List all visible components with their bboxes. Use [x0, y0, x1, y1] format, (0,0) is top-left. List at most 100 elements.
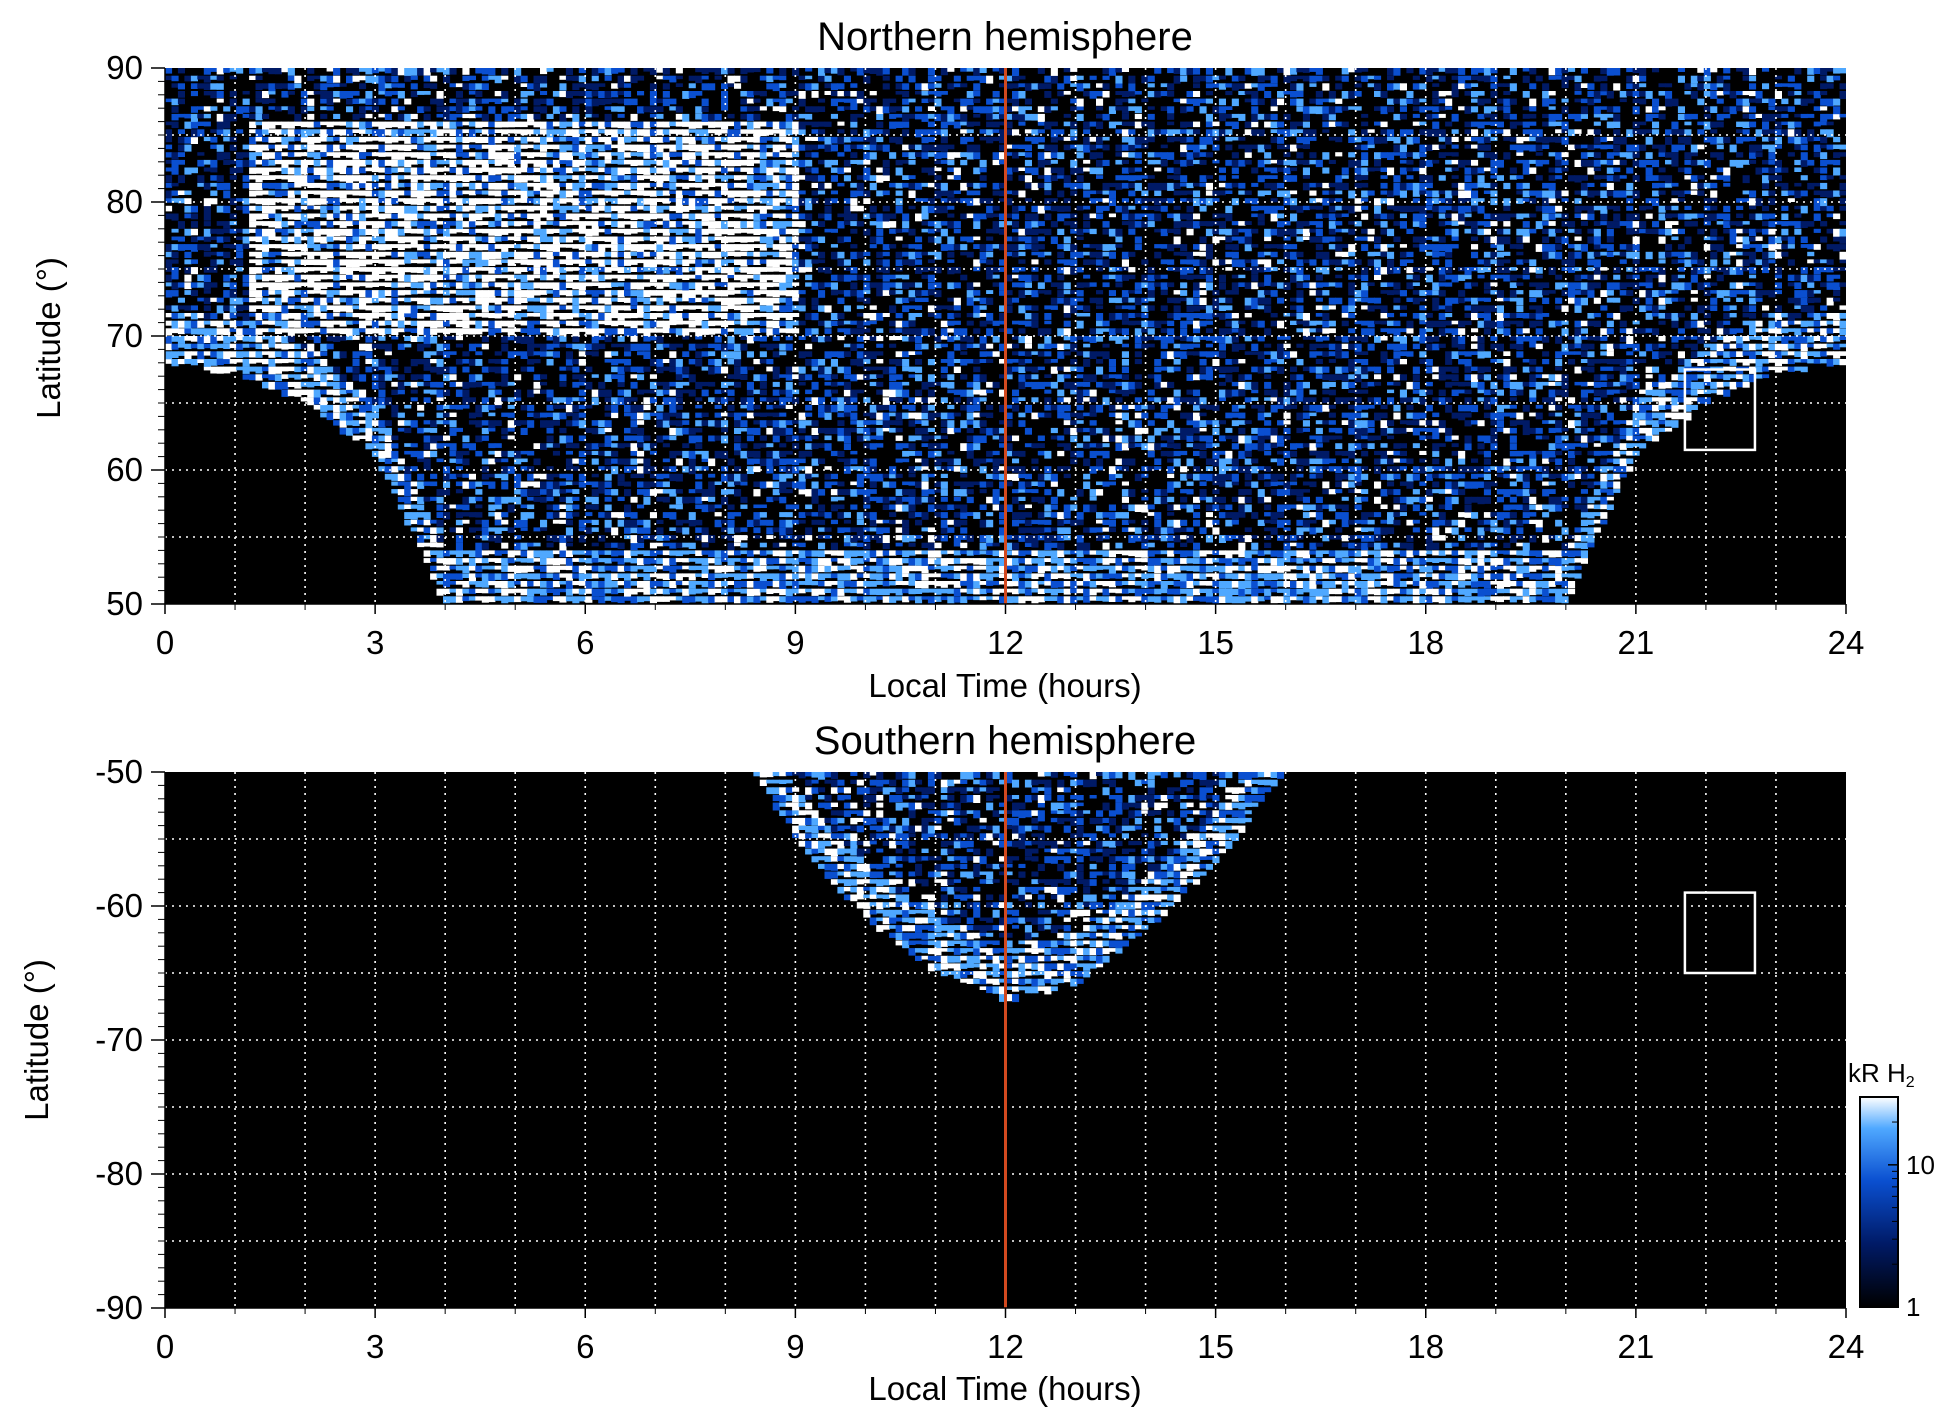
emission-cell: [533, 175, 541, 182]
emission-cell: [249, 129, 257, 134]
emission-cell: [249, 236, 257, 242]
emission-cell: [572, 221, 580, 225]
emission-cell: [721, 198, 729, 204]
emission-cell: [378, 359, 386, 367]
emission-cell: [488, 305, 496, 311]
emission-cell: [346, 221, 354, 227]
emission-cell: [552, 251, 560, 257]
emission-cell: [708, 397, 716, 402]
emission-cell: [494, 550, 502, 556]
emission-cell: [417, 290, 425, 294]
emission-cell: [249, 343, 257, 348]
emission-cell: [779, 550, 787, 557]
emission-cell: [604, 404, 612, 411]
emission-cell: [274, 221, 282, 229]
emission-cell: [507, 297, 515, 304]
emission-cell: [656, 535, 664, 541]
emission-cell: [734, 359, 742, 367]
emission-cell: [721, 297, 729, 305]
emission-cell: [165, 274, 173, 282]
emission-cell: [695, 481, 703, 490]
emission-cell: [320, 381, 328, 387]
emission-cell: [546, 213, 554, 221]
emission-cell: [585, 573, 593, 579]
emission-cell: [384, 435, 392, 442]
emission-cell: [669, 535, 677, 540]
emission-cell: [236, 167, 244, 173]
emission-cell: [313, 228, 321, 237]
emission-cell: [714, 205, 722, 212]
emission-cell: [501, 175, 509, 180]
emission-cell: [236, 236, 244, 241]
emission-cell: [404, 259, 412, 264]
emission-cell: [281, 205, 289, 212]
emission-cell: [488, 366, 496, 373]
emission-cell: [585, 381, 593, 390]
emission-cell: [591, 473, 599, 478]
emission-cell: [462, 313, 470, 321]
emission-cell: [740, 290, 748, 294]
emission-cell: [682, 450, 690, 458]
emission-cell: [682, 527, 690, 535]
emission-cell: [779, 351, 787, 356]
emission-cell: [540, 251, 548, 258]
emission-cell: [682, 588, 690, 596]
emission-cell: [701, 228, 709, 235]
emission-cell: [333, 328, 341, 334]
emission-cell: [287, 106, 295, 115]
emission-cell: [307, 374, 315, 378]
emission-cell: [436, 351, 444, 356]
emission-cell: [611, 68, 619, 74]
emission-cell: [792, 244, 800, 249]
emission-cell: [701, 527, 709, 535]
emission-cell: [630, 75, 638, 84]
emission-cell: [430, 427, 438, 433]
emission-cell: [656, 588, 664, 594]
emission-cell: [792, 236, 800, 243]
emission-cell: [740, 244, 748, 252]
emission-cell: [481, 458, 489, 465]
emission-cell: [190, 320, 198, 328]
emission-cell: [255, 175, 263, 183]
emission-cell: [649, 152, 657, 159]
emission-cell: [423, 542, 431, 547]
emission-cell: [378, 167, 386, 173]
emission-cell: [507, 106, 515, 112]
emission-cell: [805, 159, 813, 167]
emission-cell: [320, 397, 328, 406]
emission-cell: [339, 259, 347, 266]
emission-cell: [488, 274, 496, 282]
emission-cell: [598, 588, 606, 597]
emission-cell: [734, 305, 742, 311]
emission-cell: [507, 290, 515, 297]
emission-cell: [624, 504, 632, 513]
emission-cell: [462, 504, 470, 511]
emission-cell: [255, 343, 263, 349]
emission-cell: [591, 542, 599, 547]
emission-cell: [637, 297, 645, 302]
emission-cell: [798, 175, 806, 180]
emission-cell: [740, 106, 748, 112]
emission-cell: [785, 374, 793, 381]
emission-cell: [171, 305, 179, 312]
emission-cell: [488, 596, 496, 603]
emission-cell: [443, 129, 451, 134]
emission-cell: [552, 221, 560, 226]
emission-cell: [333, 305, 341, 313]
emission-cell: [811, 366, 819, 371]
emission-cell: [604, 152, 612, 160]
emission-cell: [805, 205, 813, 211]
emission-cell: [798, 481, 806, 490]
emission-cell: [281, 167, 289, 174]
emission-cell: [171, 228, 179, 233]
emission-cell: [468, 596, 476, 601]
emission-cell: [714, 290, 722, 297]
emission-cell: [320, 136, 328, 142]
emission-cell: [656, 581, 664, 587]
emission-cell: [313, 336, 321, 344]
emission-cell: [746, 213, 754, 220]
emission-cell: [637, 366, 645, 373]
emission-cell: [546, 259, 554, 268]
emission-cell: [300, 343, 308, 349]
